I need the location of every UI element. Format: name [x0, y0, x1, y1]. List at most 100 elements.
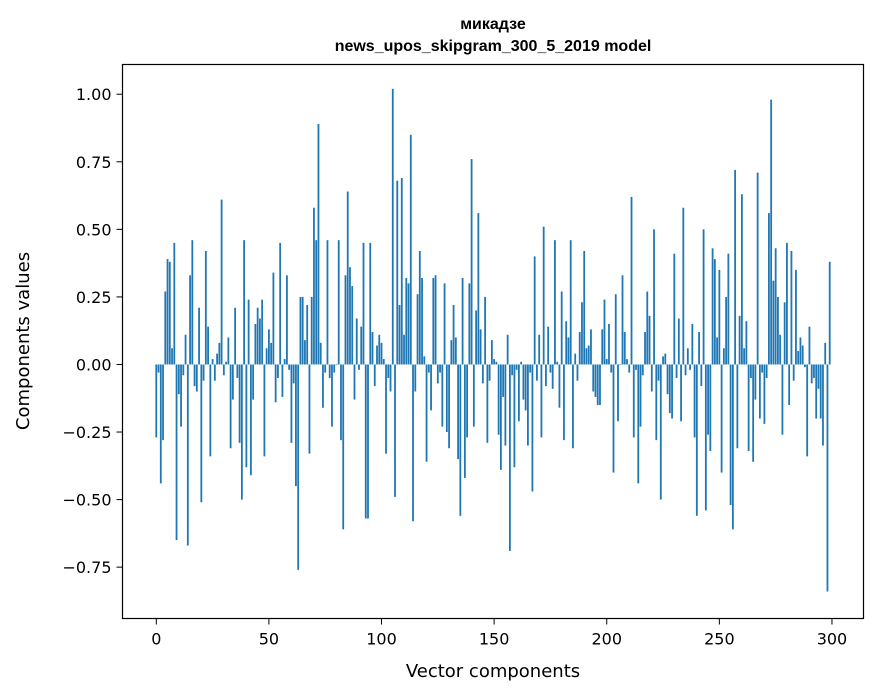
x-tick-label: 50 [259, 630, 279, 649]
bar-219 [648, 315, 651, 365]
bar-31 [225, 361, 227, 365]
bar-261 [743, 348, 746, 365]
bar-12 [182, 364, 185, 376]
bar-191 [585, 348, 588, 365]
bar-59 [288, 364, 291, 370]
bar-27 [216, 353, 218, 365]
bar-70 [313, 207, 315, 365]
bar-234 [682, 207, 685, 365]
bar-199 [603, 299, 606, 365]
bar-141 [472, 364, 475, 427]
bar-154 [502, 364, 505, 397]
bar-62 [295, 364, 297, 487]
bar-68 [308, 364, 311, 454]
bar-223 [657, 364, 660, 381]
bar-168 [533, 256, 536, 365]
bar-34 [231, 364, 234, 400]
bar-41 [247, 299, 250, 365]
bar-258 [736, 364, 739, 449]
bar-172 [542, 226, 545, 365]
bar-268 [758, 364, 761, 419]
bar-217 [644, 332, 646, 365]
x-tick-label: 250 [704, 630, 735, 649]
y-tick-label: 0.25 [76, 288, 112, 307]
bar-124 [434, 275, 437, 365]
bar-73 [319, 342, 322, 365]
bar-159 [513, 364, 516, 468]
bar-248 [713, 259, 716, 365]
bar-239 [693, 364, 696, 438]
bar-111 [405, 277, 408, 365]
bar-176 [551, 364, 554, 389]
bar-98 [376, 345, 378, 365]
bar-148 [488, 364, 491, 381]
bar-114 [412, 364, 414, 522]
bar-67 [306, 305, 309, 365]
bar-140 [470, 159, 473, 365]
bar-232 [677, 318, 680, 365]
bar-44 [254, 323, 257, 365]
bar-11 [180, 364, 182, 427]
bar-201 [608, 323, 610, 365]
bar-60 [290, 364, 293, 443]
bar-85 [346, 191, 349, 365]
bar-292 [813, 364, 815, 378]
bar-173 [545, 364, 547, 387]
bar-29 [220, 199, 223, 365]
bar-227 [666, 364, 669, 395]
bar-129 [445, 364, 448, 433]
bar-16 [191, 240, 194, 365]
bar-104 [389, 364, 392, 392]
chart-title: микадзе [460, 16, 526, 33]
bar-194 [592, 364, 595, 392]
bar-35 [234, 307, 237, 365]
bar-198 [601, 329, 604, 365]
bar-297 [824, 342, 827, 365]
bar-123 [432, 277, 435, 365]
bar-66 [304, 340, 306, 365]
y-tick-label: 0.50 [76, 220, 112, 239]
bar-1 [157, 364, 160, 373]
bar-295 [819, 364, 822, 419]
bar-204 [614, 294, 617, 365]
bar-245 [707, 364, 709, 435]
bar-93 [364, 364, 367, 519]
chart-subtitle: news_upos_skipgram_300_5_2019 model [335, 38, 652, 55]
bar-39 [243, 240, 246, 365]
bar-99 [378, 334, 381, 365]
bar-132 [452, 305, 455, 365]
bar-74 [322, 364, 324, 408]
bar-229 [671, 364, 673, 419]
bar-54 [277, 364, 279, 378]
bar-174 [547, 326, 550, 365]
bar-226 [664, 353, 667, 365]
bar-25 [211, 359, 214, 365]
bar-32 [227, 337, 230, 365]
bar-82 [340, 364, 342, 441]
bar-298 [826, 364, 829, 592]
bar-211 [630, 196, 633, 365]
bar-178 [556, 361, 559, 365]
bar-183 [567, 337, 570, 365]
bar-158 [511, 364, 514, 376]
bar-21 [202, 364, 205, 381]
bar-203 [612, 364, 615, 473]
bar-283 [792, 364, 795, 381]
bar-120 [425, 364, 428, 462]
bar-155 [504, 364, 507, 446]
bar-26 [213, 364, 216, 381]
bar-236 [686, 348, 689, 365]
bar-164 [524, 364, 527, 411]
bar-216 [641, 364, 644, 376]
bar-134 [457, 364, 459, 460]
bar-162 [520, 361, 523, 365]
bar-48 [263, 364, 266, 457]
bar-18 [195, 364, 198, 392]
y-tick-label: −0.50 [62, 491, 111, 510]
bar-112 [407, 283, 410, 365]
bar-167 [531, 364, 534, 492]
bar-163 [522, 364, 525, 400]
bar-153 [499, 364, 502, 470]
bar-285 [797, 350, 800, 365]
bar-207 [621, 275, 624, 365]
